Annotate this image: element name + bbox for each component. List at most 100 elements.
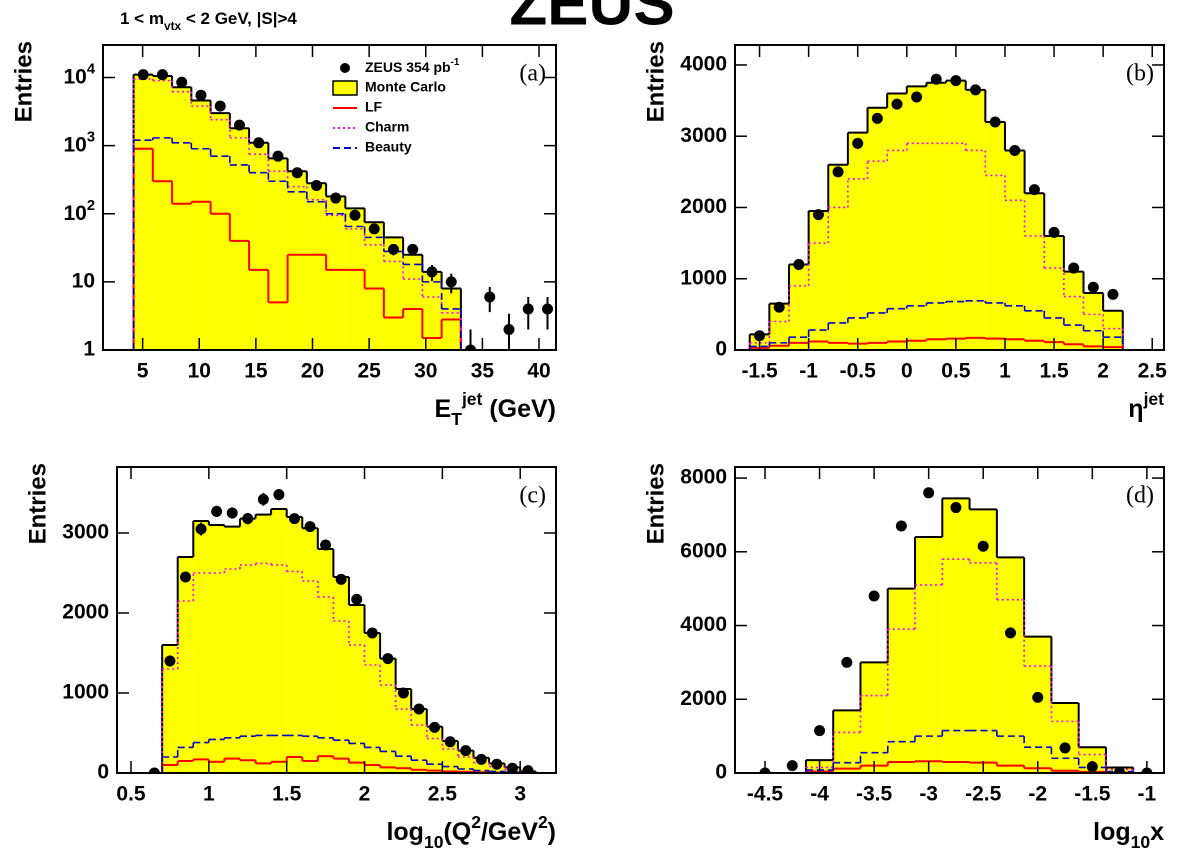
x-tick-label: -1 xyxy=(1138,783,1157,806)
data-point xyxy=(387,243,399,255)
mc-bin xyxy=(411,709,427,773)
x-tick-label: 1.5 xyxy=(1039,360,1069,383)
mc-bin xyxy=(926,82,947,350)
plot-area xyxy=(132,69,554,350)
mc-bin xyxy=(887,588,916,773)
data-point xyxy=(475,753,487,765)
data-point xyxy=(445,276,457,288)
y-tick-label: 6000 xyxy=(680,539,727,562)
x-tick-label: 30 xyxy=(414,360,437,383)
plot-area xyxy=(146,489,537,773)
data-point xyxy=(257,493,269,505)
legend-marker xyxy=(340,63,350,73)
y-tick-label: 10 xyxy=(72,269,95,292)
mc-bin xyxy=(1063,271,1084,350)
data-point xyxy=(148,767,160,773)
data-point xyxy=(812,209,824,221)
mc-bin xyxy=(193,521,209,773)
y-axis-label: Entries xyxy=(642,463,669,544)
mc-bin xyxy=(833,710,861,773)
mc-bin xyxy=(457,750,474,773)
mc-bin xyxy=(229,128,250,350)
y-tick-label: 2000 xyxy=(680,687,727,710)
data-point xyxy=(382,653,394,665)
y-tick-label: 3000 xyxy=(62,521,109,544)
x-tick-label: -3 xyxy=(919,783,938,806)
mc-bin xyxy=(965,89,986,350)
data-point xyxy=(164,655,176,667)
mc-bin xyxy=(860,662,888,773)
mc-bin xyxy=(395,689,412,773)
y-axis-label: Entries xyxy=(642,41,669,122)
mc-bin xyxy=(915,537,943,773)
plot-frame xyxy=(734,44,1165,351)
data-point xyxy=(291,167,303,179)
data-point xyxy=(366,627,378,639)
x-tick-label: 2 xyxy=(359,783,371,806)
mc-bin xyxy=(887,93,907,350)
x-axis-label-part: log xyxy=(1093,818,1131,846)
x-tick-label: 2.5 xyxy=(428,783,458,806)
y-tick-label: 103 xyxy=(63,130,95,157)
legend-label: Charm xyxy=(365,119,409,135)
data-point xyxy=(1114,766,1126,773)
mc-bin xyxy=(383,237,404,350)
mc-bin xyxy=(271,509,287,773)
x-axis-label-part: ) xyxy=(548,818,556,846)
mc-bin xyxy=(333,577,349,773)
data-point xyxy=(137,69,149,81)
panel-label: (a) xyxy=(519,61,546,87)
x-tick-label: -4.5 xyxy=(747,783,784,806)
y-tick-label-part: 10 xyxy=(63,65,86,88)
data-point xyxy=(413,703,425,715)
mc-bin xyxy=(172,87,192,350)
figure-subtitle-part: 1 < m xyxy=(120,9,164,28)
plot-frame xyxy=(102,44,557,351)
x-axis-label-part: 10 xyxy=(424,832,444,852)
mc-bin xyxy=(326,196,346,350)
legend-label: ZEUS 354 pb-1 xyxy=(365,57,460,75)
data-point xyxy=(460,745,472,757)
x-tick-label: 3 xyxy=(514,783,526,806)
data-point xyxy=(320,539,332,551)
data-point xyxy=(871,112,883,124)
plot-frame xyxy=(116,466,557,774)
mc-bin xyxy=(133,74,153,350)
x-axis-label-part: E xyxy=(435,395,452,423)
x-tick-label: 35 xyxy=(471,360,495,383)
data-point xyxy=(226,507,238,519)
legend: ZEUS 354 pb-1 Monte Carlo LF Charm Beauty xyxy=(332,57,460,155)
mc-bin xyxy=(162,645,178,773)
data-point xyxy=(841,656,853,668)
mc-bin xyxy=(364,633,381,773)
mc-bin xyxy=(224,526,240,773)
mc-bin xyxy=(152,76,173,350)
legend-label: Monte Carlo xyxy=(365,79,446,95)
data-point xyxy=(950,75,962,87)
data-point xyxy=(1009,144,1021,156)
y-tick-label: 1 xyxy=(83,338,95,361)
legend-label: LF xyxy=(365,99,383,115)
figure-title: ZEUS xyxy=(509,0,674,38)
x-tick-label: 15 xyxy=(244,360,268,383)
mc-bin xyxy=(867,107,888,350)
legend-label-part: -1 xyxy=(451,57,460,68)
data-point xyxy=(214,100,226,112)
y-tick-label: 0 xyxy=(97,761,109,784)
mc-bin xyxy=(426,726,443,773)
y-tick-label-part: 2 xyxy=(87,198,95,214)
data-point xyxy=(351,593,363,605)
x-axis-label-part: x xyxy=(1150,818,1164,846)
y-tick-label-part: 10 xyxy=(63,201,86,224)
data-point xyxy=(923,487,935,499)
data-point xyxy=(211,505,223,517)
y-tick-label: 0 xyxy=(715,761,727,784)
figure-subtitle-part: < 2 GeV, |S|>4 xyxy=(181,9,297,28)
data-point xyxy=(349,209,361,221)
mc-bin xyxy=(302,528,318,773)
y-tick-label: 4000 xyxy=(680,613,727,636)
data-point xyxy=(970,84,982,96)
data-point xyxy=(176,76,188,88)
x-axis-label-part: jet xyxy=(1143,389,1165,409)
x-tick-label: -1.5 xyxy=(741,360,778,383)
